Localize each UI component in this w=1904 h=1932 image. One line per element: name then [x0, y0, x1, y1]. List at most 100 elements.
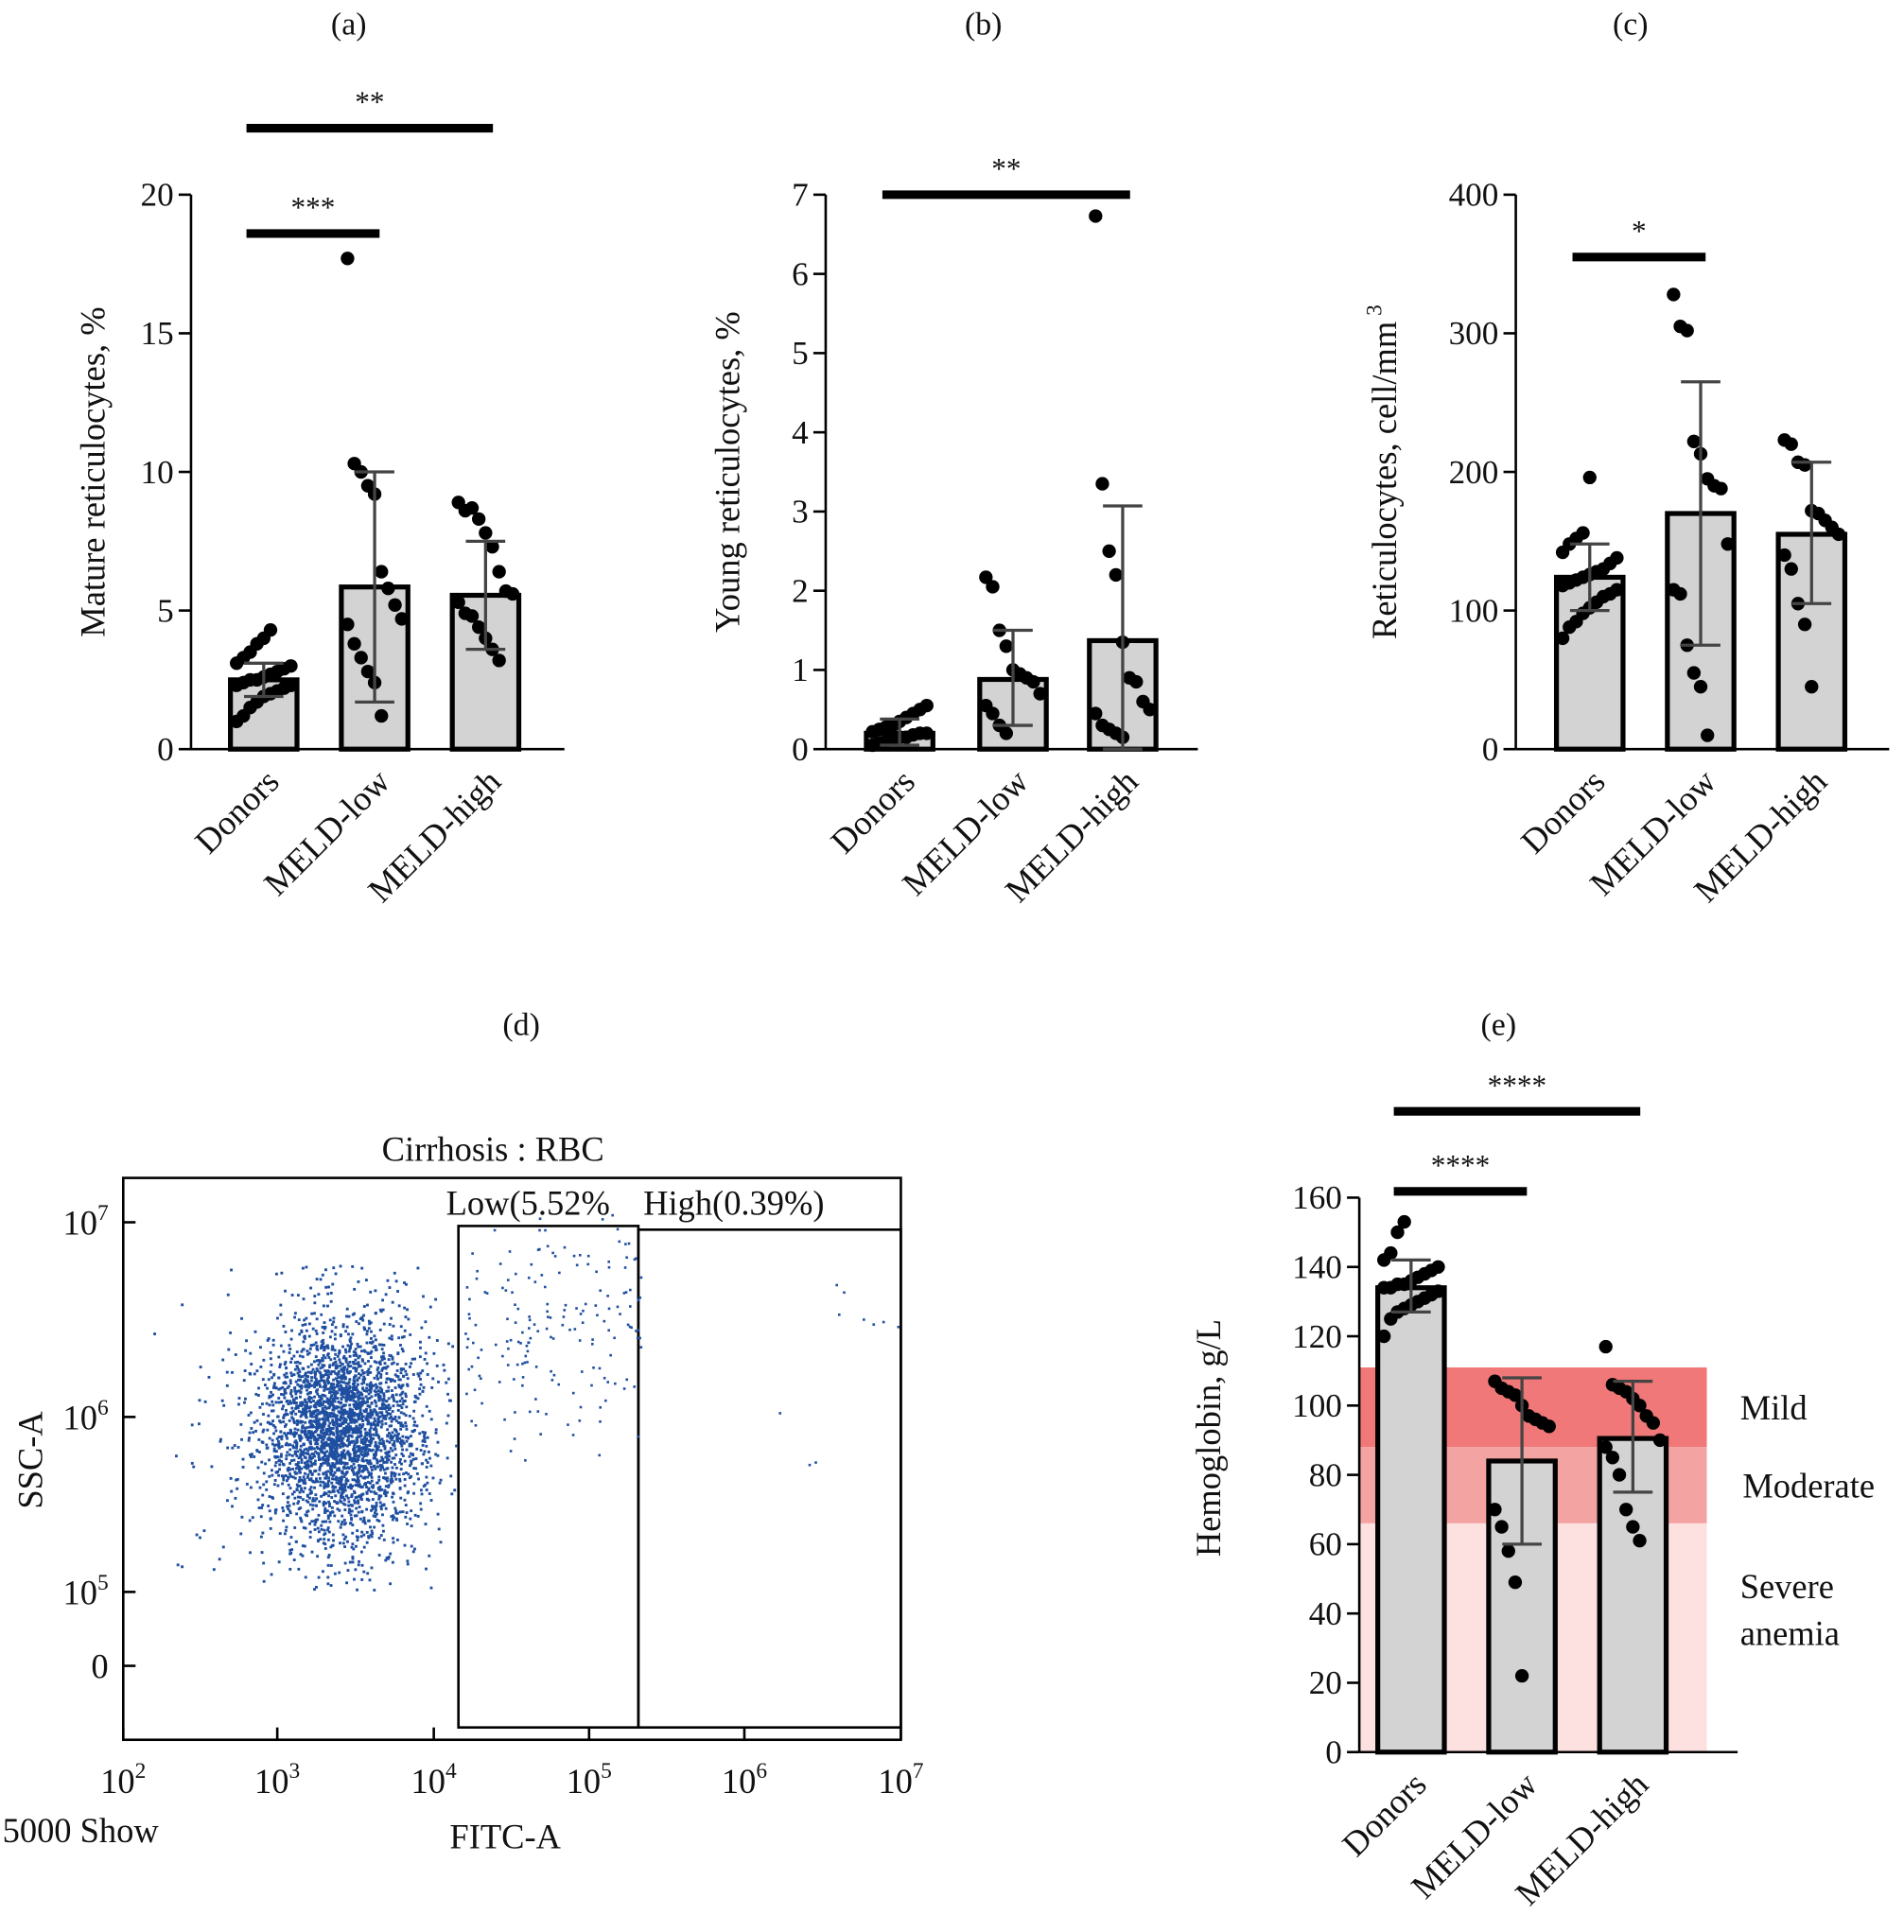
flow-event: [307, 1431, 311, 1435]
flow-event: [329, 1545, 333, 1549]
flow-event: [432, 1351, 436, 1355]
flow-event: [343, 1432, 347, 1436]
flow-event: [388, 1424, 392, 1428]
flow-event: [327, 1454, 331, 1458]
flow-event: [362, 1400, 366, 1403]
flow-event: [477, 1356, 480, 1360]
flow-event: [363, 1427, 367, 1431]
flow-event: [348, 1354, 352, 1358]
flow-event: [251, 1453, 253, 1456]
data-point: [479, 526, 493, 540]
flow-event: [258, 1405, 262, 1409]
flow-event: [396, 1352, 400, 1356]
flow-event: [352, 1462, 356, 1466]
flow-event: [259, 1535, 263, 1539]
flow-event: [357, 1429, 359, 1433]
flow-event: [304, 1471, 306, 1475]
flow-event: [276, 1484, 280, 1488]
flow-event: [269, 1357, 272, 1361]
flow-event: [218, 1439, 222, 1443]
flow-event: [395, 1400, 399, 1403]
flow-event: [302, 1526, 306, 1529]
data-point: [1652, 1433, 1668, 1448]
flow-event: [290, 1406, 294, 1410]
flow-event: [256, 1466, 260, 1470]
flow-event: [306, 1449, 310, 1453]
flow-event: [363, 1410, 367, 1414]
data-point: [1633, 1534, 1647, 1548]
flow-event: [370, 1508, 373, 1512]
flow-event: [362, 1545, 366, 1549]
flow-event: [355, 1320, 358, 1323]
flow-event: [367, 1488, 371, 1492]
flow-event: [368, 1397, 372, 1400]
flow-event: [315, 1367, 319, 1370]
flow-event: [341, 1502, 345, 1506]
flow-event: [341, 1466, 345, 1470]
flow-event: [508, 1250, 512, 1253]
flow-event: [212, 1568, 216, 1572]
flow-event: [295, 1443, 299, 1447]
flow-event: [407, 1472, 410, 1476]
flow-event: [353, 1478, 357, 1482]
flow-event: [369, 1321, 373, 1325]
flow-event: [309, 1491, 313, 1494]
flow-event: [288, 1400, 292, 1403]
flow-event: [391, 1431, 394, 1435]
flow-event: [404, 1421, 408, 1425]
flow-event: [296, 1485, 300, 1488]
flow-event: [286, 1386, 289, 1389]
flow-event: [375, 1430, 378, 1434]
flow-event: [354, 1484, 358, 1487]
flow-event: [446, 1392, 449, 1396]
flow-event: [318, 1418, 322, 1421]
flow-event: [231, 1446, 235, 1450]
flow-event: [294, 1453, 297, 1455]
flow-event: [399, 1371, 403, 1375]
flow-event: [386, 1457, 389, 1461]
flow-event: [299, 1516, 303, 1520]
flow-event: [406, 1308, 410, 1312]
flow-event: [376, 1458, 378, 1462]
flow-event: [543, 1285, 547, 1289]
flow-event: [376, 1366, 380, 1369]
flow-event: [303, 1544, 306, 1548]
flow-event: [343, 1348, 347, 1351]
flow-event: [350, 1545, 354, 1549]
flow-event: [315, 1419, 319, 1422]
flow-event: [362, 1459, 365, 1463]
flow-event: [387, 1484, 391, 1488]
flow-event: [317, 1419, 321, 1422]
y-tick-label: 20: [141, 177, 174, 214]
flow-event: [304, 1371, 307, 1375]
flow-event: [370, 1566, 374, 1570]
flow-event: [355, 1450, 358, 1453]
flow-event: [388, 1353, 392, 1357]
flow-event: [281, 1492, 285, 1496]
flow-event: [362, 1533, 366, 1537]
flow-event: [340, 1396, 343, 1400]
flow-event: [368, 1578, 372, 1582]
flow-event: [313, 1301, 317, 1305]
flow-event: [385, 1479, 389, 1483]
flow-event: [277, 1355, 281, 1359]
data-point: [1701, 728, 1715, 742]
flow-event: [335, 1477, 339, 1481]
flow-event: [303, 1411, 306, 1414]
flow-event: [361, 1402, 364, 1406]
flow-event: [319, 1374, 323, 1378]
flow-event: [262, 1428, 266, 1432]
flow-event: [352, 1439, 356, 1443]
flow-event: [291, 1398, 295, 1401]
flow-event: [313, 1295, 317, 1298]
flow-event: [382, 1468, 386, 1471]
flow-event: [464, 1332, 467, 1335]
flow-event: [335, 1405, 339, 1408]
flow-event: [350, 1420, 353, 1424]
flow-event: [296, 1450, 300, 1453]
flow-event: [334, 1494, 338, 1498]
flow-event: [270, 1422, 273, 1426]
flow-event: [431, 1377, 435, 1381]
flow-event: [249, 1486, 253, 1489]
flow-event: [406, 1384, 410, 1387]
